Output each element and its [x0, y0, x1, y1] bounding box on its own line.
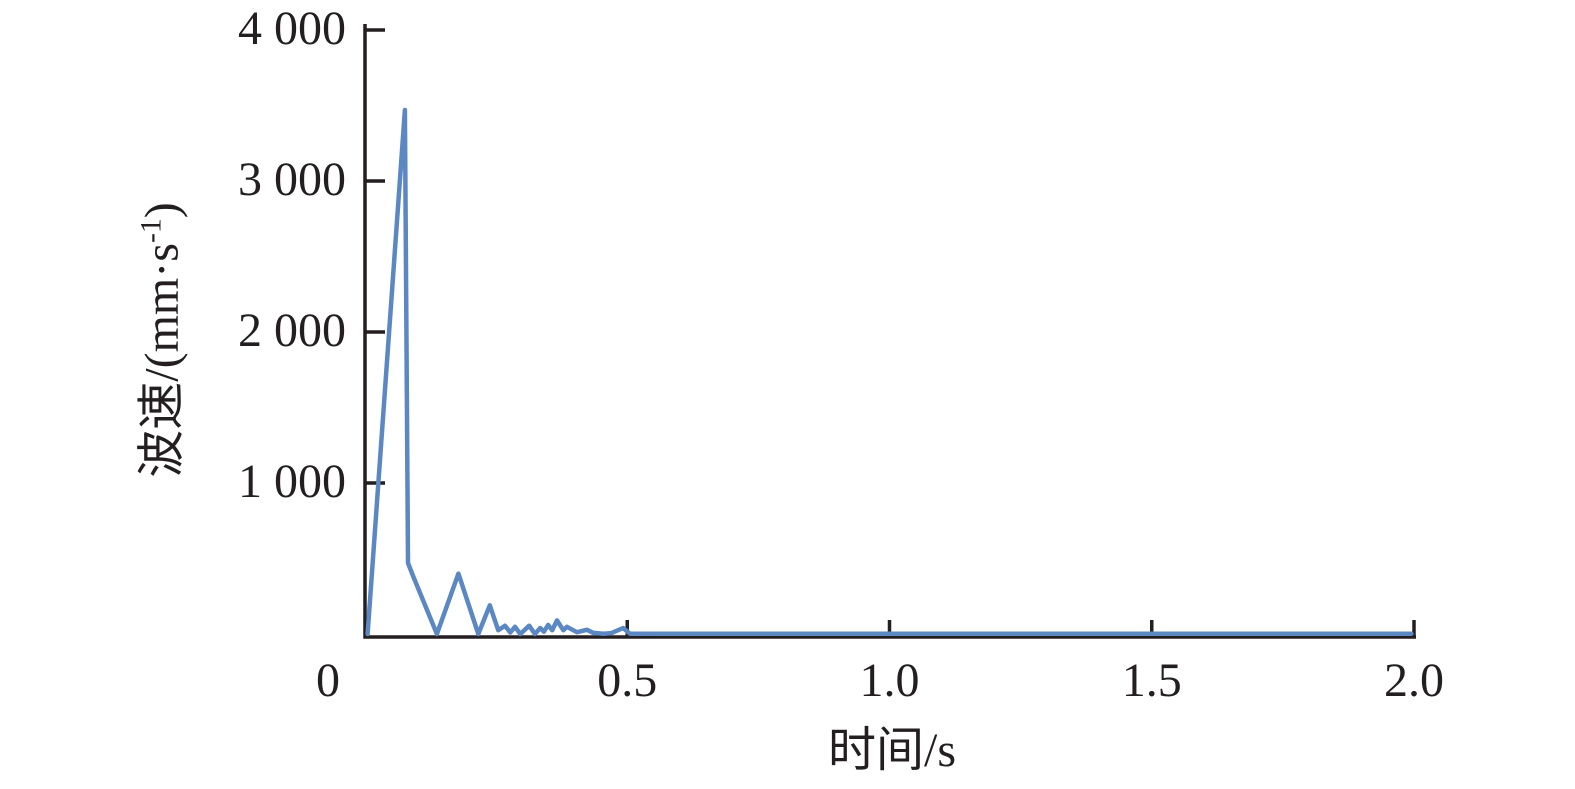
y-tick-label: 4 000 [238, 2, 346, 55]
x-tick-label: 1.5 [1121, 654, 1182, 707]
x-tick-label: 0.5 [597, 654, 658, 707]
x-tick-label: 1.0 [859, 654, 920, 707]
waveform-line [365, 107, 1414, 637]
origin-tick-label: 0 [316, 654, 340, 707]
y-axis-title-suffix: ) [135, 202, 189, 219]
axis-frame [363, 24, 1416, 639]
y-axis-title: 波速/(mm·s-1) [134, 202, 190, 478]
y-tick-label: 2 000 [238, 304, 346, 357]
x-axis-title: 时间/s [827, 724, 957, 777]
y-axis-title-superscript: -1 [134, 218, 168, 244]
y-tick-label: 1 000 [238, 455, 346, 508]
x-tick-label: 2.0 [1384, 654, 1444, 707]
y-axis-title-prefix: 波速/(mm·s [135, 243, 189, 478]
y-tick-label: 3 000 [238, 153, 346, 206]
